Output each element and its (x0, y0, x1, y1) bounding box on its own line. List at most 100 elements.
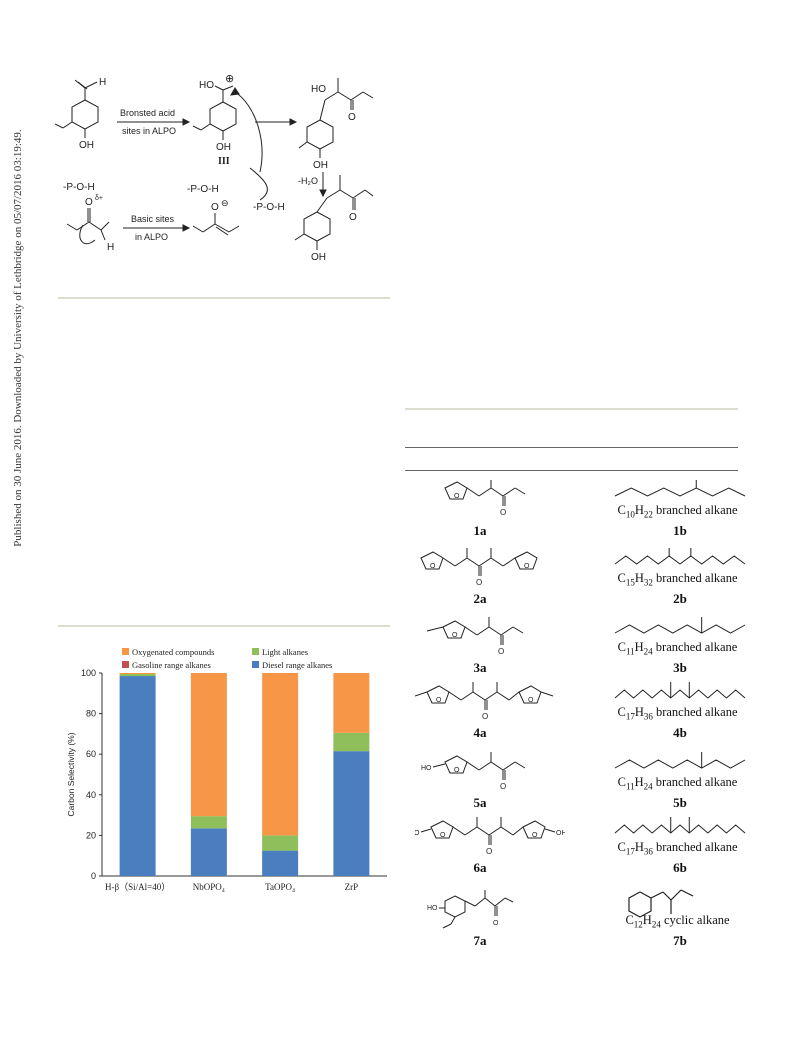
compound-label: 1a (473, 523, 487, 538)
table-rule (405, 447, 738, 448)
bar-segment (262, 673, 299, 836)
bar-segment (333, 732, 370, 752)
table-rule (405, 470, 738, 471)
bar-segment (190, 673, 227, 817)
product-structure (605, 682, 755, 709)
legend-swatch (252, 648, 259, 655)
product-formula: C15H32 branched alkane (617, 571, 738, 588)
chart-bars (119, 673, 370, 876)
legend-swatch (122, 648, 129, 655)
y-tick-label: 80 (86, 709, 96, 719)
product-structure (605, 480, 755, 507)
reactant-structure: O O O (415, 546, 565, 593)
svg-text:OH: OH (556, 830, 565, 837)
svg-text:O: O (532, 832, 538, 839)
svg-text:HO: HO (421, 765, 432, 772)
svg-text:-P-O-H: -P-O-H (253, 202, 285, 213)
legend-entry: Oxygenated compounds (132, 647, 214, 657)
svg-text:O: O (436, 697, 442, 704)
reactant-structure: HO O (415, 888, 565, 935)
product-structure (605, 617, 755, 644)
vanillin-oh: OH (79, 140, 94, 151)
compound-label: 2b (673, 591, 687, 606)
legend-entry: Diesel range alkanes (262, 660, 332, 670)
svg-text:O: O (486, 847, 492, 856)
divider (58, 297, 390, 299)
compound-label: 7b (673, 933, 687, 948)
svg-text:O: O (348, 112, 356, 123)
product-formula: C11H24 branched alkane (617, 640, 738, 657)
aldehyde-h: H (99, 77, 106, 88)
svg-text:O: O (528, 697, 534, 704)
svg-text:HO: HO (199, 80, 214, 91)
svg-text:HO: HO (311, 84, 326, 95)
x-tick-label: NbOPO₄ (193, 882, 225, 892)
svg-text:O: O (211, 202, 219, 213)
divider (58, 625, 390, 627)
reactant-structure: O O O (414, 680, 565, 727)
compound-label: 1b (673, 523, 687, 538)
svg-text:⊖: ⊖ (221, 198, 229, 208)
carbocation-ring (209, 101, 237, 132)
compound-label: 4a (473, 725, 487, 740)
y-tick-label: 40 (86, 790, 96, 800)
compound-label: 3a (473, 660, 487, 675)
compound-label: 6a (473, 860, 487, 875)
svg-text:OH: OH (311, 252, 326, 263)
svg-text:-P-O-H: -P-O-H (187, 184, 219, 195)
svg-text:-P-O-H: -P-O-H (63, 182, 95, 193)
product-structure (605, 880, 755, 925)
svg-text:O: O (452, 632, 458, 639)
y-tick-label: 20 (86, 830, 96, 840)
reactant-structure: HO O O (415, 750, 565, 797)
compound-label: 3b (673, 660, 687, 675)
svg-text:δ+: δ+ (95, 195, 103, 202)
svg-text:O: O (500, 508, 506, 517)
svg-text:O: O (476, 578, 482, 587)
aldol-ring (306, 119, 334, 150)
y-tick-label: 60 (86, 749, 96, 759)
bar-segment (190, 816, 227, 829)
product-formula: C17H36 branched alkane (617, 705, 738, 722)
svg-text:H: H (107, 242, 114, 253)
svg-text:O: O (85, 197, 93, 208)
reaction-scheme: H OH Bronsted acid sites in ALPO HO ⊕ OH… (55, 73, 374, 263)
product-formula: C17H36 branched alkane (617, 840, 738, 857)
svg-text:Basic sites: Basic sites (131, 214, 175, 224)
svg-text:O: O (482, 712, 488, 721)
product-structure (605, 752, 755, 779)
svg-text:HO: HO (415, 830, 420, 837)
divider (405, 408, 738, 410)
svg-text:O: O (498, 647, 504, 656)
product-formula: C12H24 cyclic alkane (625, 913, 730, 930)
selectivity-chart: Oxygenated compounds Light alkanes Gasolin… (66, 647, 387, 892)
bar-segment (190, 828, 227, 876)
svg-text:HO: HO (427, 905, 438, 912)
svg-text:O: O (454, 493, 460, 500)
product-ring (303, 211, 331, 242)
chart-legend: Oxygenated compounds Light alkanes Gasolin… (122, 647, 332, 670)
compound-label: 7a (473, 933, 487, 948)
svg-text:O: O (430, 563, 436, 570)
svg-text:O: O (349, 212, 357, 223)
svg-text:OH: OH (216, 142, 231, 153)
svg-text:-H₂O: -H₂O (298, 176, 318, 186)
product-structure (605, 548, 755, 575)
svg-text:Bronsted acid: Bronsted acid (120, 108, 175, 118)
y-tick-label: 0 (91, 871, 96, 881)
bar-segment (119, 674, 156, 677)
compound-label: 6b (673, 860, 687, 875)
svg-text:OH: OH (313, 160, 328, 171)
legend-entry: Light alkanes (262, 647, 308, 657)
svg-text:O: O (524, 563, 530, 570)
product-formula: C10H22 branched alkane (617, 503, 738, 520)
bar-segment (119, 676, 156, 876)
bar-segment (119, 673, 156, 675)
svg-text:sites in ALPO: sites in ALPO (122, 126, 176, 136)
compound-label: 4b (673, 725, 687, 740)
legend-entry: Gasoline range alkanes (132, 660, 211, 670)
x-tick-label: H-β（Si/Al=40） (105, 882, 170, 892)
product-formula: C11H24 branched alkane (617, 775, 738, 792)
